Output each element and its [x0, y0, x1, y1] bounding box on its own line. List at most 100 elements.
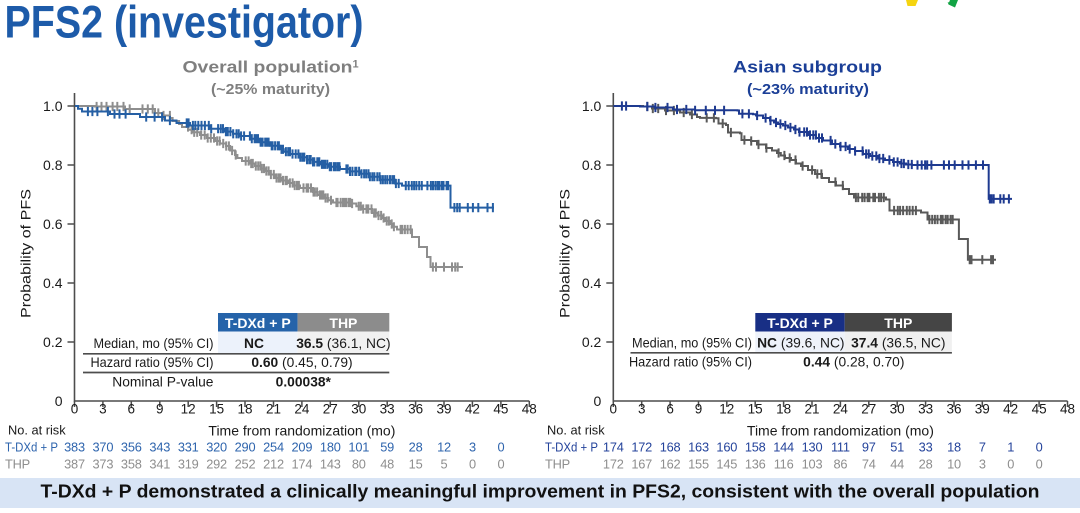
svg-text:21: 21	[804, 402, 819, 417]
svg-text:292: 292	[206, 457, 227, 472]
svg-text:48: 48	[522, 402, 537, 417]
svg-text:Time from randomization (mo): Time from randomization (mo)	[747, 423, 934, 439]
svg-text:1: 1	[1007, 440, 1014, 455]
svg-text:167: 167	[631, 457, 652, 472]
svg-text:NC: NC	[244, 336, 264, 351]
svg-text:T-DXd + P: T-DXd + P	[5, 440, 58, 455]
svg-text:0.60 (0.45, 0.79): 0.60 (0.45, 0.79)	[251, 355, 352, 370]
svg-text:0: 0	[469, 457, 476, 472]
svg-text:Hazard ratio (95% CI): Hazard ratio (95% CI)	[91, 355, 214, 370]
svg-text:0: 0	[497, 457, 504, 472]
svg-text:254: 254	[263, 440, 284, 455]
svg-text:3: 3	[469, 440, 476, 455]
svg-text:212: 212	[263, 457, 284, 472]
svg-text:27: 27	[861, 402, 876, 417]
svg-text:356: 356	[121, 440, 142, 455]
svg-text:341: 341	[149, 457, 170, 472]
svg-text:Median, mo (95% CI): Median, mo (95% CI)	[632, 336, 752, 351]
svg-text:Median, mo (95% CI): Median, mo (95% CI)	[94, 336, 214, 351]
svg-text:0: 0	[71, 402, 79, 417]
svg-text:0.4: 0.4	[582, 275, 602, 291]
svg-text:21: 21	[266, 402, 281, 417]
svg-text:30: 30	[351, 402, 366, 417]
svg-text:343: 343	[149, 440, 170, 455]
svg-text:THP: THP	[5, 457, 30, 472]
svg-text:172: 172	[631, 440, 652, 455]
svg-text:209: 209	[292, 440, 313, 455]
svg-text:3: 3	[638, 402, 646, 417]
svg-text:0.2: 0.2	[43, 334, 63, 350]
svg-text:136: 136	[745, 457, 766, 472]
svg-text:0: 0	[1036, 457, 1043, 472]
svg-text:111: 111	[831, 440, 850, 455]
svg-text:33: 33	[919, 440, 933, 455]
svg-text:1.0: 1.0	[582, 98, 602, 114]
svg-text:15: 15	[409, 457, 423, 472]
svg-text:(~25% maturity): (~25% maturity)	[211, 82, 330, 98]
svg-text:387: 387	[64, 457, 85, 472]
svg-text:0.6: 0.6	[43, 216, 63, 232]
svg-text:36: 36	[946, 402, 961, 417]
svg-text:T-DXd + P demonstrated a clini: T-DXd + P demonstrated a clinically mean…	[41, 482, 1040, 502]
svg-text:97: 97	[862, 440, 876, 455]
svg-text:0.8: 0.8	[582, 157, 602, 173]
svg-text:0: 0	[1007, 457, 1014, 472]
svg-text:174: 174	[292, 457, 313, 472]
svg-text:0.44 (0.28, 0.70): 0.44 (0.28, 0.70)	[803, 355, 904, 370]
svg-text:143: 143	[320, 457, 341, 472]
svg-text:74: 74	[862, 457, 876, 472]
svg-text:Asian subgroup: Asian subgroup	[733, 59, 882, 77]
svg-text:373: 373	[93, 457, 114, 472]
svg-text:0.4: 0.4	[43, 275, 63, 291]
svg-text:45: 45	[493, 402, 508, 417]
svg-text:33: 33	[918, 402, 933, 417]
svg-text:51: 51	[890, 440, 904, 455]
svg-text:160: 160	[716, 440, 737, 455]
svg-text:12: 12	[181, 402, 196, 417]
svg-text:NC (39.6, NC): NC (39.6, NC)	[757, 336, 844, 351]
svg-text:42: 42	[465, 402, 480, 417]
svg-text:168: 168	[660, 440, 681, 455]
svg-text:0: 0	[497, 440, 504, 455]
svg-text:Hazard ratio (95% CI): Hazard ratio (95% CI)	[629, 355, 752, 370]
svg-text:(~23% maturity): (~23% maturity)	[747, 82, 869, 98]
svg-text:24: 24	[294, 402, 310, 417]
svg-text:103: 103	[802, 457, 823, 472]
svg-text:Probability of PFS: Probability of PFS	[18, 189, 34, 318]
svg-text:116: 116	[774, 457, 794, 472]
svg-text:10: 10	[947, 457, 961, 472]
svg-text:163: 163	[688, 440, 709, 455]
svg-text:252: 252	[235, 457, 256, 472]
svg-text:45: 45	[1032, 402, 1047, 417]
svg-text:42: 42	[1003, 402, 1018, 417]
svg-text:T-DXd + P: T-DXd + P	[545, 440, 598, 455]
svg-text:No. at risk: No. at risk	[547, 423, 605, 438]
svg-text:162: 162	[660, 457, 681, 472]
svg-text:0.2: 0.2	[582, 334, 602, 350]
svg-text:36: 36	[408, 402, 423, 417]
svg-text:39: 39	[975, 402, 990, 417]
svg-text:THP: THP	[329, 315, 357, 331]
svg-text:T-DXd + P: T-DXd + P	[225, 315, 291, 331]
svg-text:180: 180	[320, 440, 341, 455]
svg-text:15: 15	[209, 402, 224, 417]
svg-text:48: 48	[1060, 402, 1075, 417]
svg-text:39: 39	[436, 402, 451, 417]
svg-text:9: 9	[695, 402, 703, 417]
svg-text:48: 48	[380, 457, 394, 472]
svg-text:101: 101	[348, 440, 369, 455]
svg-text:1.0: 1.0	[43, 98, 63, 114]
svg-text:358: 358	[121, 457, 142, 472]
svg-text:6: 6	[666, 402, 674, 417]
svg-text:28: 28	[409, 440, 423, 455]
svg-text:24: 24	[833, 402, 849, 417]
svg-text:0.00038*: 0.00038*	[276, 375, 332, 390]
svg-text:Overall population1: Overall population1	[183, 59, 359, 77]
svg-text:0.6: 0.6	[582, 216, 602, 232]
svg-text:155: 155	[688, 457, 709, 472]
svg-text:12: 12	[719, 402, 734, 417]
svg-text:18: 18	[947, 440, 961, 455]
svg-text:0: 0	[55, 393, 63, 409]
svg-text:86: 86	[833, 457, 847, 472]
svg-text:130: 130	[802, 440, 823, 455]
